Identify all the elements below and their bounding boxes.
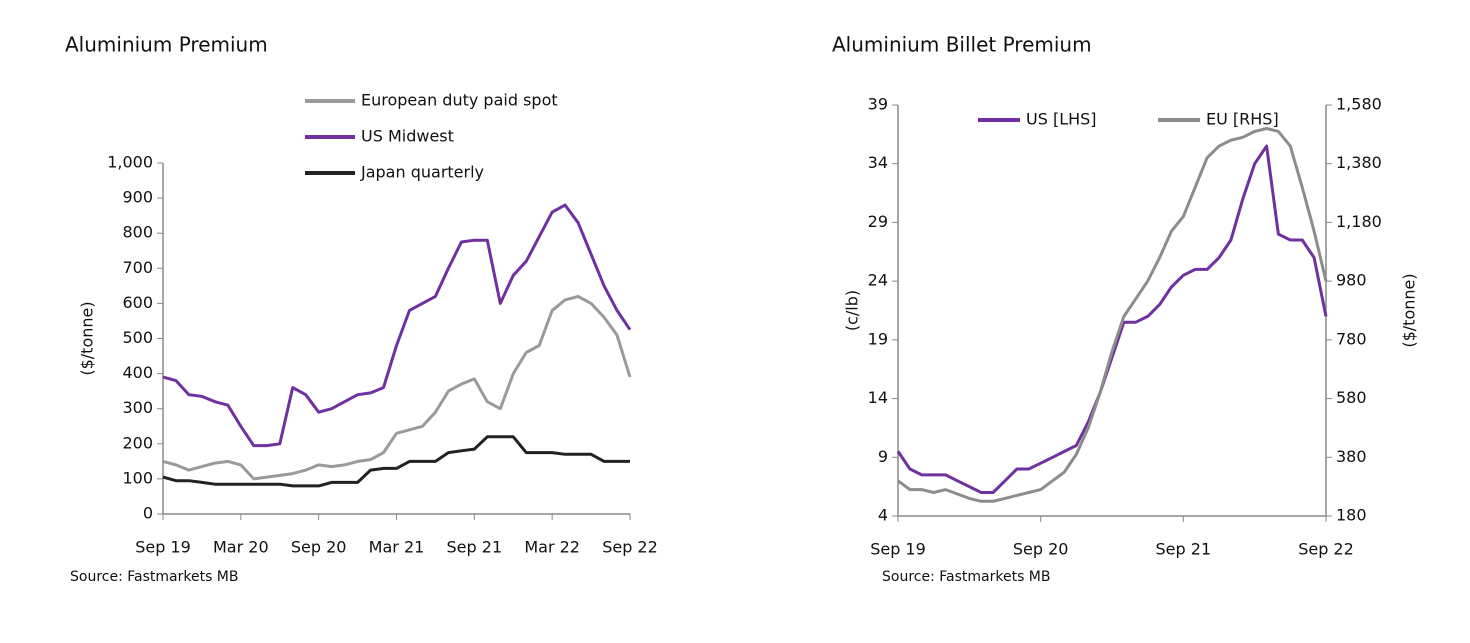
y2-tick-label: 180 bbox=[1336, 506, 1367, 525]
y2-tick-label: 1,380 bbox=[1336, 153, 1382, 172]
y-tick-label: 400 bbox=[122, 363, 153, 382]
y-tick-label: 500 bbox=[122, 328, 153, 347]
y-tick-label: 700 bbox=[122, 258, 153, 277]
y-tick-label: 600 bbox=[122, 293, 153, 312]
legend-label: European duty paid spot bbox=[361, 91, 558, 110]
chart-title: Aluminium Premium bbox=[65, 33, 268, 57]
y-tick-label: 34 bbox=[868, 153, 888, 172]
y-tick-label: 19 bbox=[868, 329, 888, 348]
x-tick-label: Sep 21 bbox=[1156, 540, 1212, 559]
x-tick-label: Mar 22 bbox=[524, 538, 580, 557]
chart-title: Aluminium Billet Premium bbox=[832, 33, 1092, 57]
source-note: Source: Fastmarkets MB bbox=[70, 569, 239, 585]
y-tick-label: 200 bbox=[122, 433, 153, 452]
y-tick-label: 0 bbox=[143, 504, 153, 523]
y-tick-label: 300 bbox=[122, 398, 153, 417]
y2-tick-label: 1,180 bbox=[1336, 212, 1382, 231]
x-tick-label: Sep 22 bbox=[602, 538, 658, 557]
legend-label: Japan quarterly bbox=[360, 163, 484, 182]
x-tick-label: Sep 20 bbox=[1013, 540, 1069, 559]
y-tick-label: 4 bbox=[878, 506, 888, 525]
series-line bbox=[162, 435, 630, 488]
y2-tick-label: 580 bbox=[1336, 388, 1367, 407]
y-axis-label: (c/lb) bbox=[843, 290, 862, 331]
legend-label: EU [RHS] bbox=[1206, 110, 1279, 129]
x-tick-label: Sep 19 bbox=[870, 540, 926, 559]
series-line bbox=[162, 203, 632, 448]
y2-tick-label: 1,580 bbox=[1336, 95, 1382, 114]
series-line bbox=[897, 127, 1328, 503]
y-tick-label: 900 bbox=[122, 188, 153, 207]
legend-label: US Midwest bbox=[361, 127, 454, 146]
x-tick-label: Sep 21 bbox=[447, 538, 503, 557]
y-tick-label: 800 bbox=[122, 223, 153, 242]
x-tick-label: Sep 20 bbox=[291, 538, 347, 557]
y2-tick-label: 780 bbox=[1336, 329, 1367, 348]
y-tick-label: 1,000 bbox=[107, 153, 153, 172]
x-tick-label: Mar 21 bbox=[369, 538, 425, 557]
x-tick-label: Mar 20 bbox=[213, 538, 269, 557]
series-line bbox=[162, 294, 632, 481]
y2-tick-label: 980 bbox=[1336, 271, 1367, 290]
y2-tick-label: 380 bbox=[1336, 447, 1367, 466]
y2-axis-label: ($/tonne) bbox=[1400, 273, 1419, 347]
y-tick-label: 14 bbox=[868, 388, 888, 407]
source-note: Source: Fastmarkets MB bbox=[882, 569, 1051, 585]
x-tick-label: Sep 19 bbox=[135, 538, 191, 557]
y-tick-label: 39 bbox=[868, 95, 888, 114]
x-tick-label: Sep 22 bbox=[1298, 540, 1354, 559]
y-tick-label: 24 bbox=[868, 271, 888, 290]
y-tick-label: 100 bbox=[122, 468, 153, 487]
y-axis-label: ($/tonne) bbox=[78, 301, 97, 375]
y-tick-label: 29 bbox=[868, 212, 888, 231]
legend-label: US [LHS] bbox=[1026, 110, 1097, 129]
series-line bbox=[896, 144, 1328, 494]
y-tick-label: 9 bbox=[878, 447, 888, 466]
